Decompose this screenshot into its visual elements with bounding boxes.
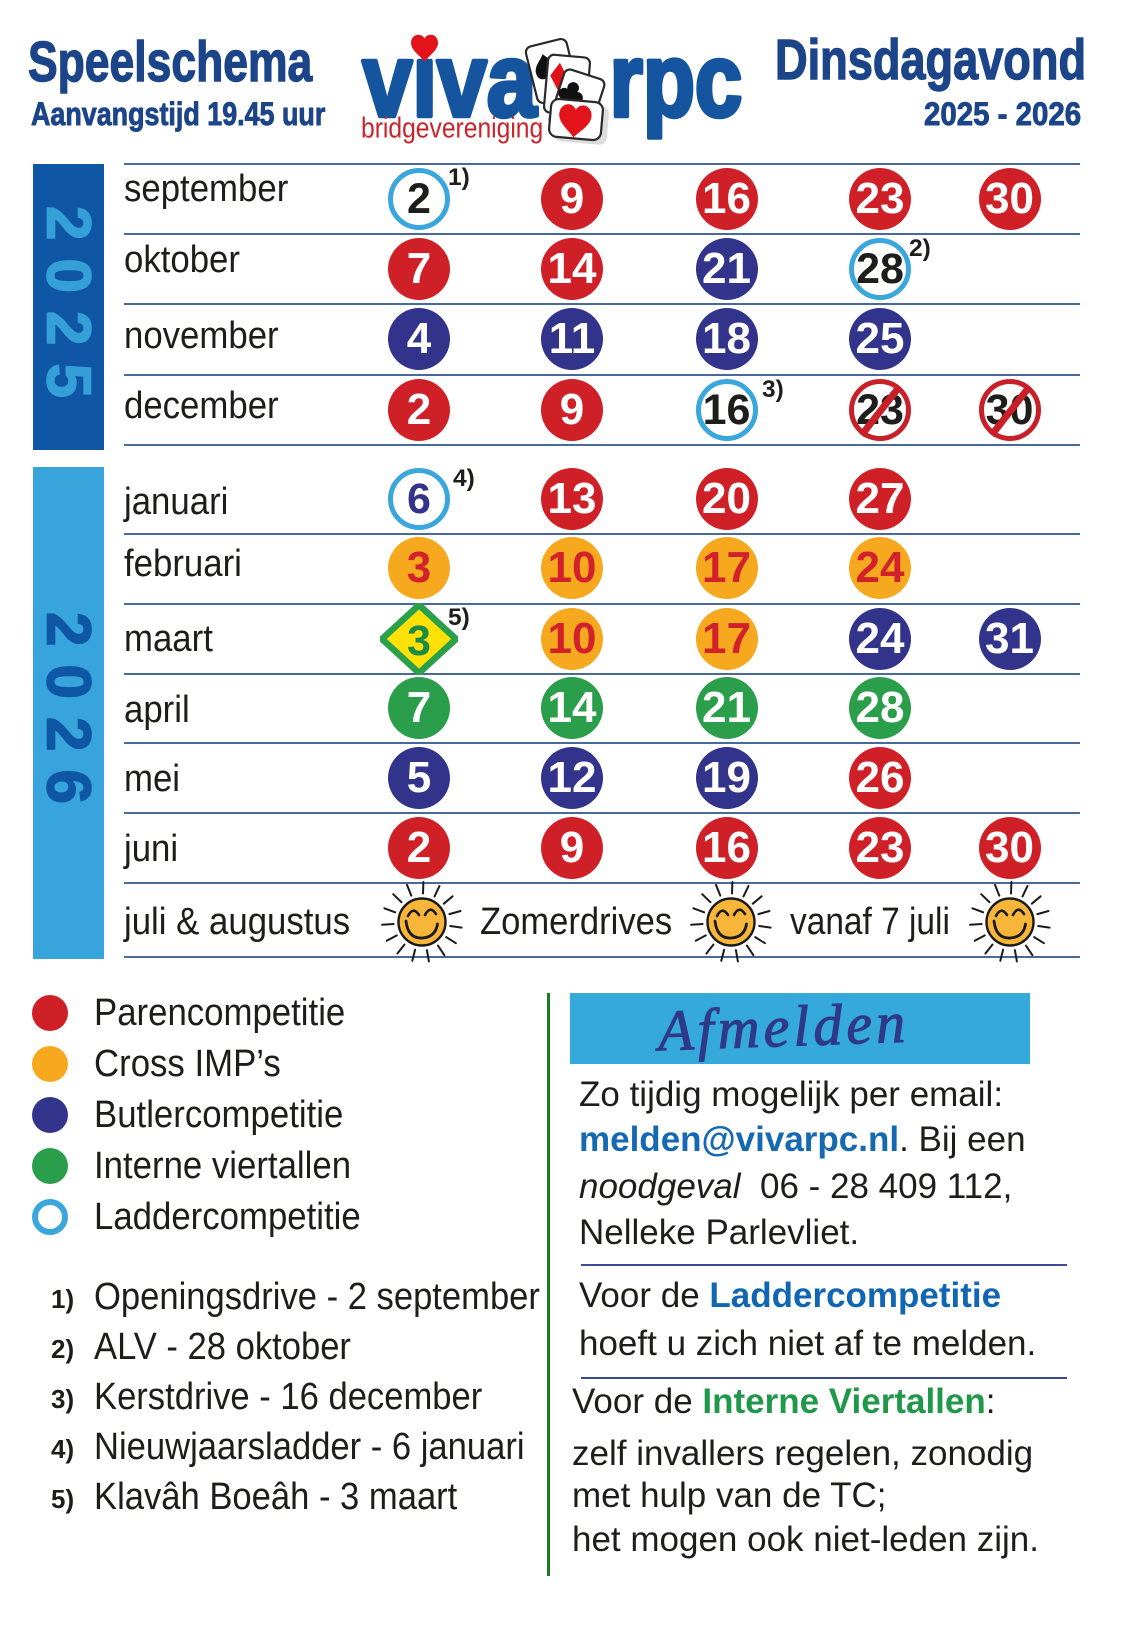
svg-text:bridgevereniging: bridgevereniging <box>361 112 543 144</box>
svg-text:rpc: rpc <box>610 25 743 139</box>
svg-text:3: 3 <box>407 617 431 665</box>
svg-text:vıva: vıva <box>362 25 537 139</box>
